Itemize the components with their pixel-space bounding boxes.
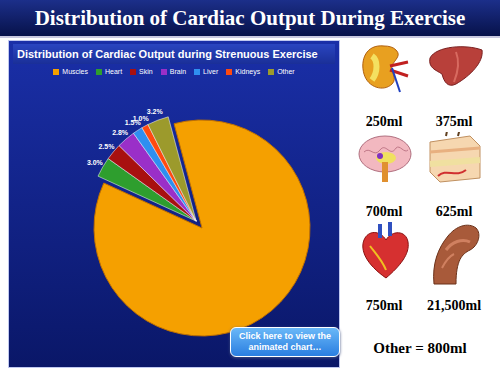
html-text:375ml: 375ml (435, 114, 473, 129)
html-text:Heart: Heart (105, 68, 123, 75)
svg-text:3.2%: 3.2% (147, 108, 164, 115)
html-text:Muscles: Muscles (62, 68, 88, 75)
svg-text:3.0%: 3.0% (87, 159, 104, 166)
html-text:250ml: 250ml (365, 114, 403, 129)
html-text:Distribution of Cardiac Output: Distribution of Cardiac Output During Ex… (34, 6, 466, 30)
svg-text:2.8%: 2.8% (112, 129, 129, 136)
svg-text:1.0%: 1.0% (133, 115, 150, 122)
html-text:Other = 800ml: Other = 800ml (373, 340, 467, 356)
html-text:700ml: 700ml (365, 204, 403, 219)
html-text:Distribution of Cardiac Output: Distribution of Cardiac Output during St… (17, 48, 318, 60)
html-text:21,500ml: 21,500ml (427, 298, 481, 313)
html-text:750ml: 750ml (365, 298, 403, 313)
html-text:Other: Other (277, 68, 295, 75)
html-text:Brain: Brain (169, 68, 187, 75)
html-text:625ml: 625ml (435, 204, 473, 219)
html-text:Kidneys: Kidneys (235, 68, 261, 75)
html-text:Click here to view the animate: Click here to view the animated chart… (239, 331, 331, 352)
html-text:Liver: Liver (203, 68, 219, 75)
svg-text:2.5%: 2.5% (98, 143, 115, 150)
html-text:Skin: Skin (139, 68, 153, 75)
svg-text:1.5%: 1.5% (124, 119, 141, 127)
